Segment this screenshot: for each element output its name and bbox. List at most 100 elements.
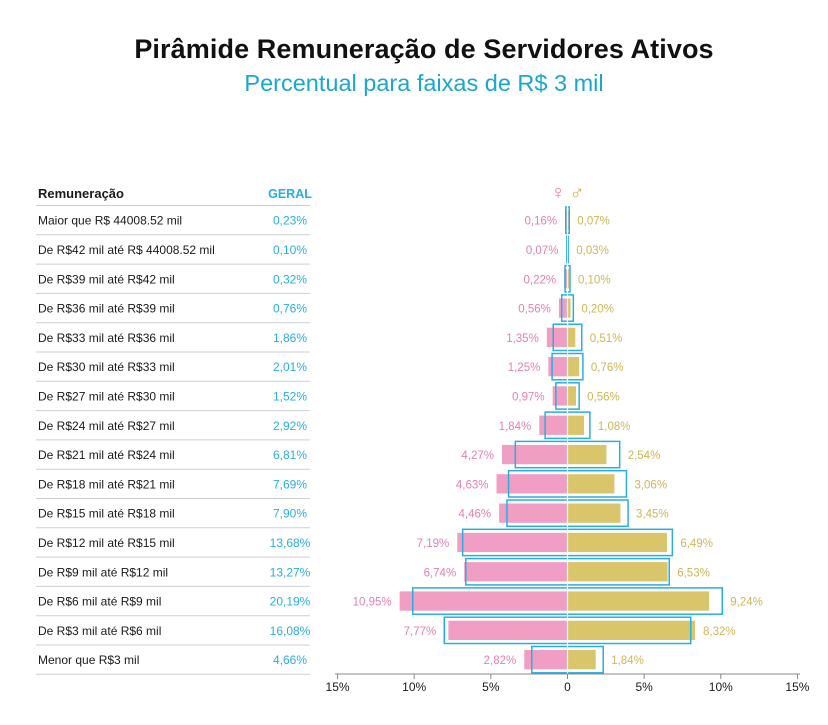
female-value-label: 1,25%: [508, 362, 541, 374]
category-header: Remuneração: [38, 186, 124, 201]
geral-value-label: 20,19%: [270, 595, 311, 609]
male-value-label: 1,08%: [598, 421, 631, 433]
category-label: De R$36 mil até R$39 mil: [38, 302, 175, 316]
male-value-label: 2,54%: [628, 450, 661, 462]
geral-value-label: 13,68%: [270, 536, 311, 550]
female-value-label: 0,97%: [512, 391, 545, 403]
category-label: De R$6 mil até R$9 mil: [38, 595, 161, 609]
female-value-label: 1,35%: [506, 333, 539, 345]
female-bar: [524, 650, 568, 670]
geral-header: GERAL: [268, 187, 312, 201]
male-value-label: 6,53%: [677, 567, 710, 579]
male-value-label: 0,76%: [591, 362, 624, 374]
male-value-label: 1,84%: [611, 655, 644, 667]
male-value-label: 0,07%: [577, 216, 610, 228]
female-value-label: 7,19%: [417, 538, 450, 550]
male-bar: [567, 327, 576, 347]
female-bar: [564, 269, 568, 289]
female-value-label: 0,56%: [518, 304, 551, 316]
male-bar: [567, 591, 710, 611]
geral-value-label: 1,52%: [273, 389, 307, 403]
female-value-label: 2,82%: [484, 655, 517, 667]
female-value-label: 0,22%: [524, 274, 557, 286]
female-bar: [546, 327, 568, 347]
category-label: De R$30 mil até R$33 mil: [38, 360, 175, 374]
male-bar: [567, 620, 696, 640]
male-value-label: 9,24%: [730, 597, 763, 609]
geral-value-label: 0,76%: [273, 302, 307, 316]
male-value-label: 0,10%: [578, 274, 611, 286]
category-label: Maior que R$ 44008.52 mil: [38, 214, 182, 228]
category-label: De R$33 mil até R$36 mil: [38, 331, 175, 345]
male-value-label: 0,20%: [581, 304, 614, 316]
geral-value-label: 2,01%: [273, 360, 307, 374]
geral-value-label: 0,32%: [273, 272, 307, 286]
category-label: De R$18 mil até R$21 mil: [38, 477, 175, 491]
geral-value-label: 1,86%: [273, 331, 307, 345]
category-label: De R$3 mil até R$6 mil: [38, 624, 161, 638]
male-value-label: 3,45%: [636, 509, 669, 521]
male-bar: [567, 269, 570, 289]
category-label: De R$12 mil até R$15 mil: [38, 536, 175, 550]
male-icon: ♂: [570, 182, 585, 204]
female-value-label: 4,46%: [459, 509, 492, 521]
geral-value-label: 0,10%: [273, 243, 307, 257]
female-bar: [457, 532, 568, 553]
female-bar: [399, 591, 568, 611]
category-label: De R$21 mil até R$24 mil: [38, 448, 175, 462]
male-bar: [567, 444, 607, 465]
female-bar: [552, 386, 568, 406]
male-value-label: 3,06%: [634, 479, 667, 491]
female-bar: [496, 474, 568, 494]
female-value-label: 7,77%: [404, 626, 437, 638]
male-bar: [567, 386, 577, 406]
male-value-label: 0,56%: [587, 391, 620, 403]
x-axis-tick-label: 5%: [635, 680, 653, 694]
x-axis-tick-label: 10%: [402, 680, 426, 694]
male-bar: [567, 562, 668, 582]
male-value-label: 0,03%: [576, 245, 609, 257]
category-label: Menor que R$3 mil: [38, 653, 139, 667]
female-icon: ♀: [551, 182, 566, 204]
female-value-label: 1,84%: [499, 421, 532, 433]
x-axis-tick-label: 0: [564, 680, 571, 694]
x-axis-tick-label: 10%: [709, 680, 733, 694]
chart-subtitle: Percentual para faixas de R$ 3 mil: [244, 70, 604, 96]
male-bar: [567, 650, 596, 670]
x-axis-tick-label: 15%: [326, 680, 350, 694]
male-bar: [567, 474, 615, 494]
geral-value-label: 7,90%: [273, 507, 307, 521]
male-value-label: 0,51%: [590, 333, 623, 345]
female-bar: [548, 357, 568, 377]
chart-title: Pirâmide Remuneração de Servidores Ativo…: [134, 34, 714, 64]
x-axis-tick-label: 15%: [785, 680, 809, 694]
female-bar: [539, 415, 568, 435]
category-label: De R$42 mil até R$ 44008.52 mil: [38, 243, 215, 257]
female-bar: [502, 444, 568, 465]
female-value-label: 4,63%: [456, 479, 489, 491]
male-bar: [567, 357, 580, 377]
female-bar: [499, 503, 568, 523]
female-value-label: 4,27%: [461, 450, 494, 462]
geral-value-label: 7,69%: [273, 477, 307, 491]
geral-value-label: 16,08%: [270, 624, 311, 638]
geral-value-label: 4,66%: [273, 653, 307, 667]
female-value-label: 0,07%: [526, 245, 559, 257]
female-bar: [464, 562, 568, 582]
female-bar: [448, 620, 568, 640]
male-bar: [567, 503, 621, 523]
category-label: De R$27 mil até R$30 mil: [38, 389, 175, 403]
category-label: De R$39 mil até R$42 mil: [38, 272, 175, 286]
male-bar: [567, 298, 571, 318]
male-value-label: 6,49%: [680, 538, 713, 550]
female-value-label: 0,16%: [524, 216, 557, 228]
male-bar: [567, 532, 667, 553]
geral-value-label: 2,92%: [273, 419, 307, 433]
male-value-label: 8,32%: [703, 626, 736, 638]
female-bar: [558, 298, 568, 318]
male-bar: [567, 415, 585, 435]
x-axis-tick-label: 5%: [482, 680, 500, 694]
geral-value-label: 13,27%: [270, 565, 311, 579]
geral-value-label: 0,23%: [273, 214, 307, 228]
